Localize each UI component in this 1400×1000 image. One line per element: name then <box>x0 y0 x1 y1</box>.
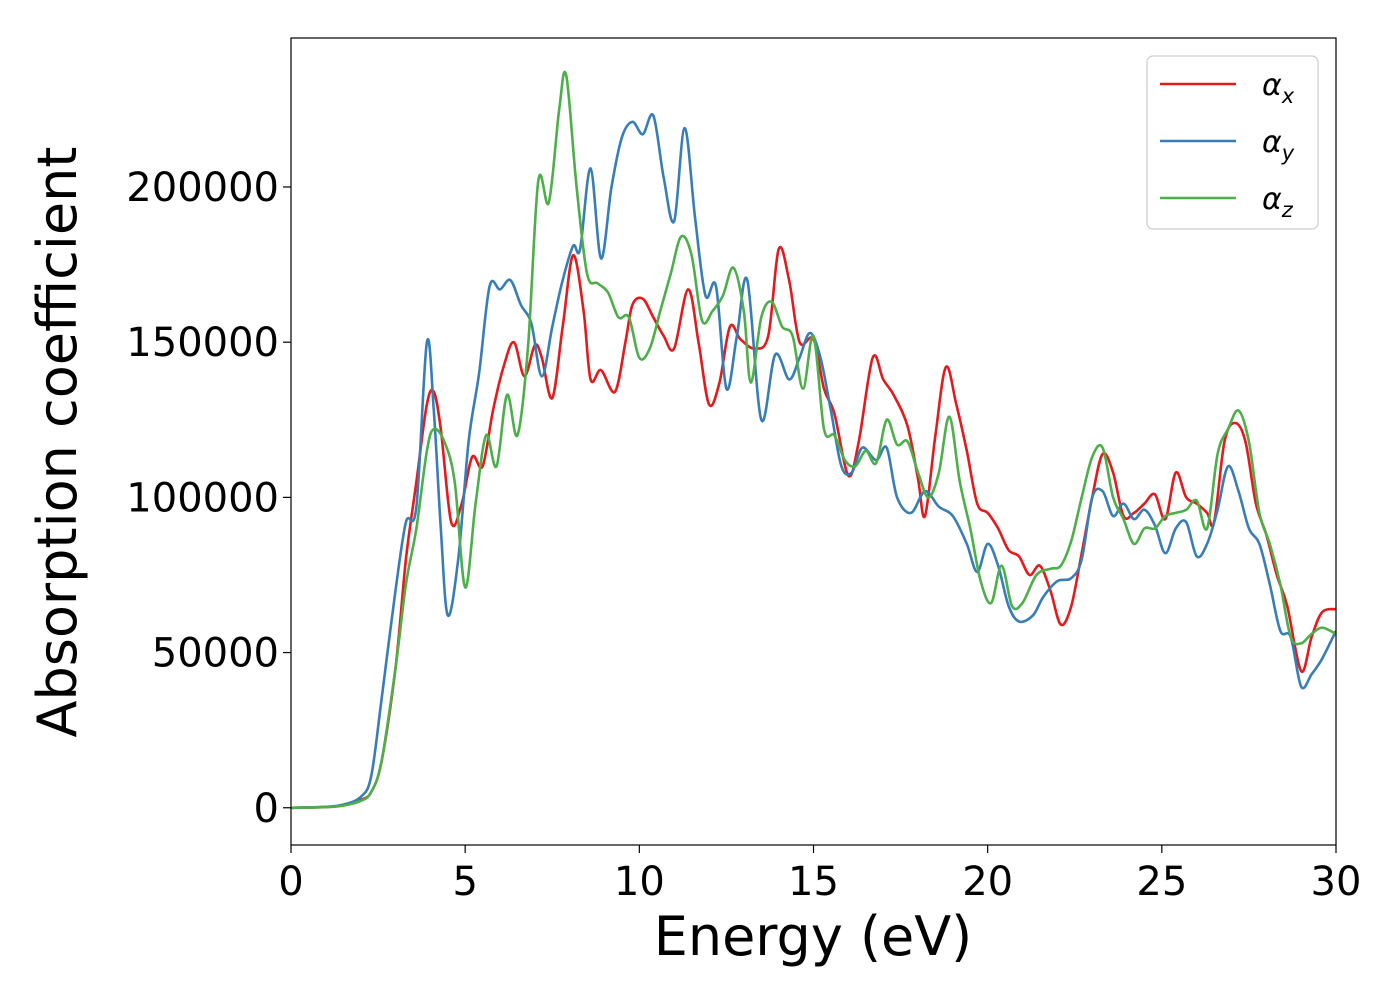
series-line-z <box>291 70 1336 810</box>
y-tick-label: 200000 <box>126 165 279 211</box>
y-tick-label: 150000 <box>126 320 279 366</box>
x-tick-label: 25 <box>1136 859 1187 905</box>
series-layer <box>291 70 1336 810</box>
y-tick-label: 0 <box>254 786 279 832</box>
legend-label-z: αz <box>1262 182 1294 222</box>
legend-box <box>1146 55 1319 230</box>
x-tick-label: 30 <box>1311 859 1362 905</box>
x-tick-label: 5 <box>452 859 477 905</box>
series-line-y <box>291 112 1336 810</box>
x-tick-label: 10 <box>614 859 665 905</box>
legend-label-y: αy <box>1262 125 1295 165</box>
x-axis: 0 5 10 15 20 25 30 <box>278 845 1361 905</box>
x-axis-title: Energy (eV) <box>654 905 973 968</box>
x-tick-label: 20 <box>962 859 1013 905</box>
legend: αx αy αz <box>1146 55 1319 230</box>
legend-label-x: αx <box>1262 68 1295 108</box>
x-tick-label: 15 <box>788 859 839 905</box>
y-axis-title: Absorption coefficient <box>26 147 89 738</box>
y-tick-label: 50000 <box>152 631 279 677</box>
x-tick-label: 0 <box>278 859 303 905</box>
series-line-x <box>291 245 1336 810</box>
y-tick-label: 100000 <box>126 475 279 521</box>
y-axis: 0 50000 100000 150000 200000 <box>126 165 291 832</box>
